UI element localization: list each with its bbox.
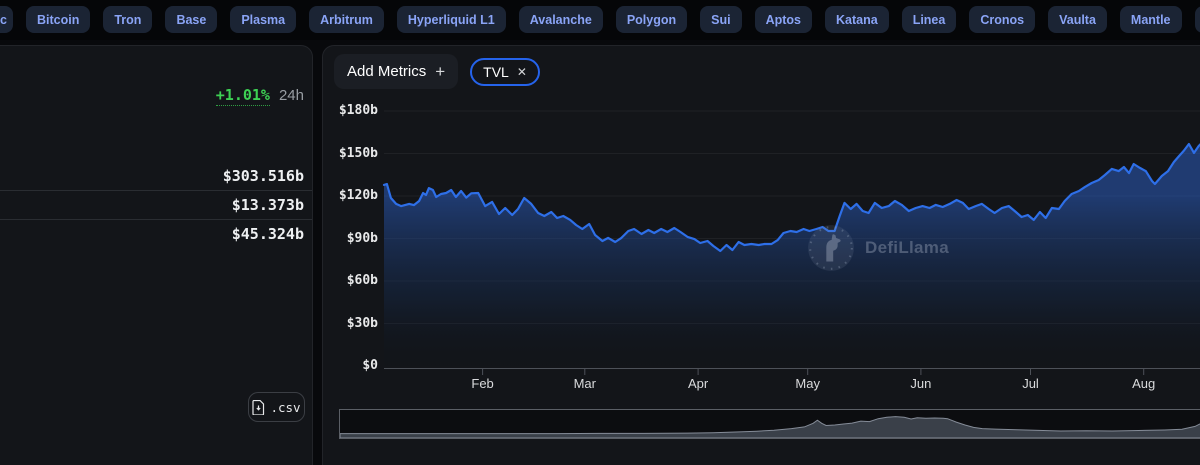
table-row: $303.516b [0, 161, 312, 190]
chain-tab-cronos[interactable]: Cronos [969, 6, 1036, 33]
y-tick-label: $0 [362, 358, 378, 373]
chain-tab-op-mainnet[interactable]: OP Mainnet [1194, 6, 1200, 33]
chain-tab-sui[interactable]: Sui [700, 6, 742, 33]
chain-tab-hyperliquid[interactable]: Hyperliquid L1 [396, 6, 506, 33]
chart-header: Add Metrics + TVL ✕ [334, 54, 540, 89]
chain-tab-bar: c Bitcoin Tron Base Plasma Arbitrum Hype… [0, 0, 1200, 40]
y-tick-label: $60b [346, 273, 378, 288]
metric-pill-label: TVL [483, 63, 509, 80]
y-tick-label: $120b [338, 188, 378, 203]
x-axis [384, 368, 1200, 375]
x-tick-label: Feb [471, 376, 494, 391]
add-metrics-button[interactable]: Add Metrics + [334, 54, 459, 89]
brush-mini-chart [339, 416, 1200, 439]
chain-tab-partial[interactable]: c [0, 6, 13, 33]
x-tick-label: May [795, 376, 820, 391]
chain-tab-mantle[interactable]: Mantle [1119, 6, 1182, 33]
x-tick-label: Mar [573, 376, 596, 391]
close-icon[interactable]: ✕ [516, 64, 527, 79]
change-24h-value: +1.01% [215, 86, 270, 106]
chain-tab-linea[interactable]: Linea [901, 6, 957, 33]
plus-icon: + [435, 62, 446, 81]
chain-tab-arbitrum[interactable]: Arbitrum [309, 6, 384, 33]
x-tick-label: Jun [910, 376, 932, 391]
chain-tab-plasma[interactable]: Plasma [230, 6, 297, 33]
download-csv-button[interactable]: .csv [248, 392, 305, 422]
chain-tab-avalanche[interactable]: Avalanche [518, 6, 603, 33]
stat-value-stablecoins: $13.373b [231, 196, 304, 214]
stat-rows: $303.516b $13.373b $45.324b [0, 161, 312, 248]
chain-tab-tron[interactable]: Tron [103, 6, 153, 33]
brush-area [339, 416, 1200, 439]
y-tick-label: $30b [346, 315, 378, 331]
y-tick-label: $180b [338, 103, 378, 118]
table-row: $13.373b [0, 190, 312, 219]
y-tick-label: $90b [346, 230, 378, 246]
x-tick-label: Aug [1132, 376, 1156, 391]
chart-panel: Add Metrics + TVL ✕ $0 $30b $60b $90b $1… [322, 45, 1200, 465]
chain-tab-bitcoin[interactable]: Bitcoin [26, 6, 91, 33]
csv-button-label: .csv [270, 399, 301, 415]
add-metrics-label: Add Metrics [347, 63, 427, 80]
tvl-area [384, 144, 1200, 366]
chain-tab-polygon[interactable]: Polygon [615, 6, 688, 33]
change-period-label: 24h [278, 87, 304, 104]
stat-value-tvl: $303.516b [222, 166, 304, 185]
chain-tab-aptos[interactable]: Aptos [754, 6, 812, 33]
change-24h-row: +1.01% 24h [215, 86, 304, 106]
file-download-icon [252, 399, 265, 415]
tvl-chart-plot[interactable] [323, 46, 1200, 455]
chain-tab-base[interactable]: Base [165, 6, 218, 33]
chain-tab-katana[interactable]: Katana [825, 6, 889, 33]
history-brush[interactable] [339, 409, 1200, 439]
metrics-panel: +1.01% 24h $303.516b $13.373b $45.324b .… [0, 45, 313, 465]
table-row: $45.324b [0, 219, 312, 248]
y-tick-label: $150b [338, 145, 378, 161]
tvl-line [382, 142, 1200, 253]
chain-tab-vaulta[interactable]: Vaulta [1048, 6, 1107, 33]
chain-tabs: c Bitcoin Tron Base Plasma Arbitrum Hype… [0, 6, 1200, 33]
metric-pill-tvl[interactable]: TVL ✕ [470, 57, 540, 86]
x-tick-label: Jul [1022, 376, 1039, 391]
x-tick-label: Apr [687, 376, 709, 391]
stat-value-volume: $45.324b [231, 225, 304, 243]
